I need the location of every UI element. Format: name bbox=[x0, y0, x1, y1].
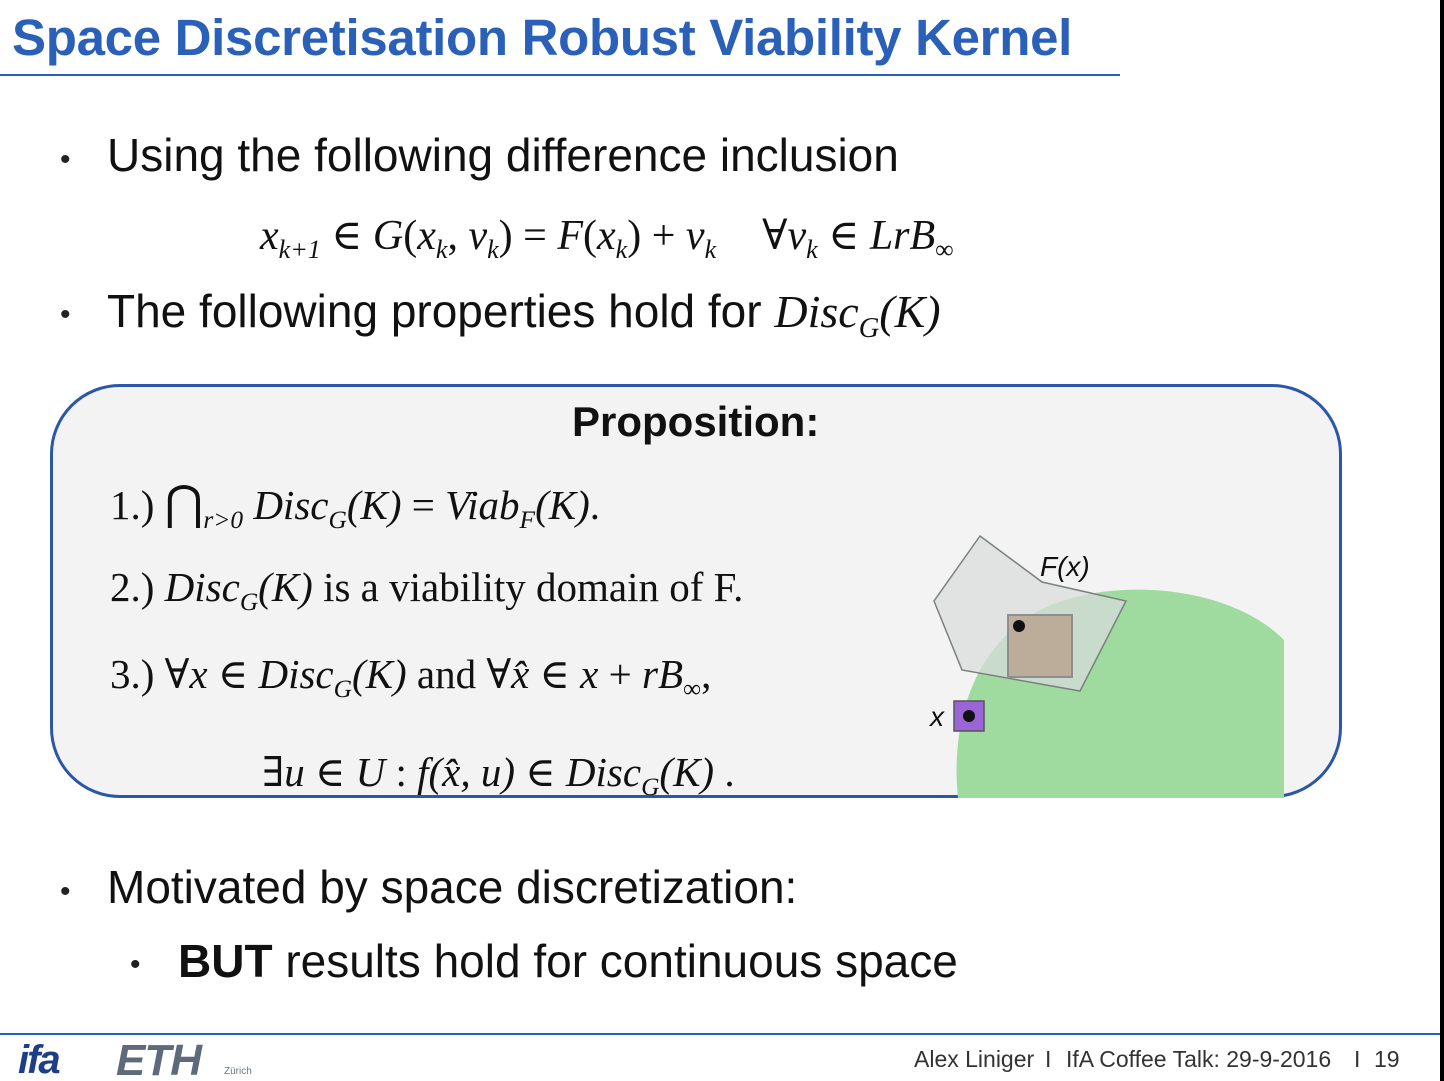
proposition-item-3: 3.) ∀x ∈ DiscG(K) and ∀x̂ ∈ x + rB∞, bbox=[110, 651, 712, 703]
bullet-dot: • bbox=[60, 875, 71, 908]
slide-title: Space Discretisation Robust Viability Ke… bbox=[12, 9, 1073, 66]
viability-illustration: F(x) x bbox=[928, 534, 1284, 798]
sub-bullet-continuous: BUT results hold for continuous space bbox=[178, 935, 958, 987]
footer-page-number: 19 bbox=[1374, 1046, 1400, 1072]
bullet-properties: The following properties hold for DiscG(… bbox=[107, 285, 941, 344]
bullet-dot: • bbox=[60, 143, 71, 176]
difference-inclusion-equation: xk+1 ∈ G(xk, vk) = F(xk) + vk ∀vk ∈ LrB∞ bbox=[260, 213, 954, 265]
state-grid-cell bbox=[953, 700, 985, 732]
footer-rule bbox=[0, 1033, 1440, 1035]
proposition-item-1: 1.) ⋂r>0 DiscG(K) = ViabF(K). bbox=[110, 478, 600, 534]
proposition-item-3-condition: ∃u ∈ U : f(x̂, u) ∈ DiscG(K) . bbox=[262, 749, 735, 801]
bullet-motivation: Motivated by space discretization: bbox=[107, 861, 798, 913]
footer-author: Alex Liniger bbox=[914, 1046, 1035, 1072]
ifa-logo: ifa bbox=[18, 1038, 61, 1081]
proposition-item-2: 2.) DiscG(K) is a viability domain of F. bbox=[110, 564, 744, 616]
sub-bullet-dot: • bbox=[130, 948, 141, 981]
bullet-difference-inclusion: Using the following difference inclusion bbox=[107, 129, 899, 181]
fx-label: F(x) bbox=[1040, 551, 1090, 582]
eth-logo: ETH bbox=[116, 1036, 202, 1081]
title-underline bbox=[0, 74, 1120, 76]
image-point bbox=[1013, 620, 1025, 632]
footer-separator: I bbox=[1354, 1046, 1361, 1072]
footer-separator: I bbox=[1045, 1046, 1052, 1072]
footer-event: IfA Coffee Talk: 29-9-2016 bbox=[1066, 1046, 1332, 1072]
image-set-polygon bbox=[933, 534, 1128, 692]
x-label: x bbox=[928, 701, 945, 732]
bullet-dot: • bbox=[60, 298, 71, 331]
state-point bbox=[963, 710, 975, 722]
eth-zurich-wordmark: Zürich bbox=[224, 1066, 252, 1077]
proposition-title: Proposition: bbox=[572, 398, 820, 445]
